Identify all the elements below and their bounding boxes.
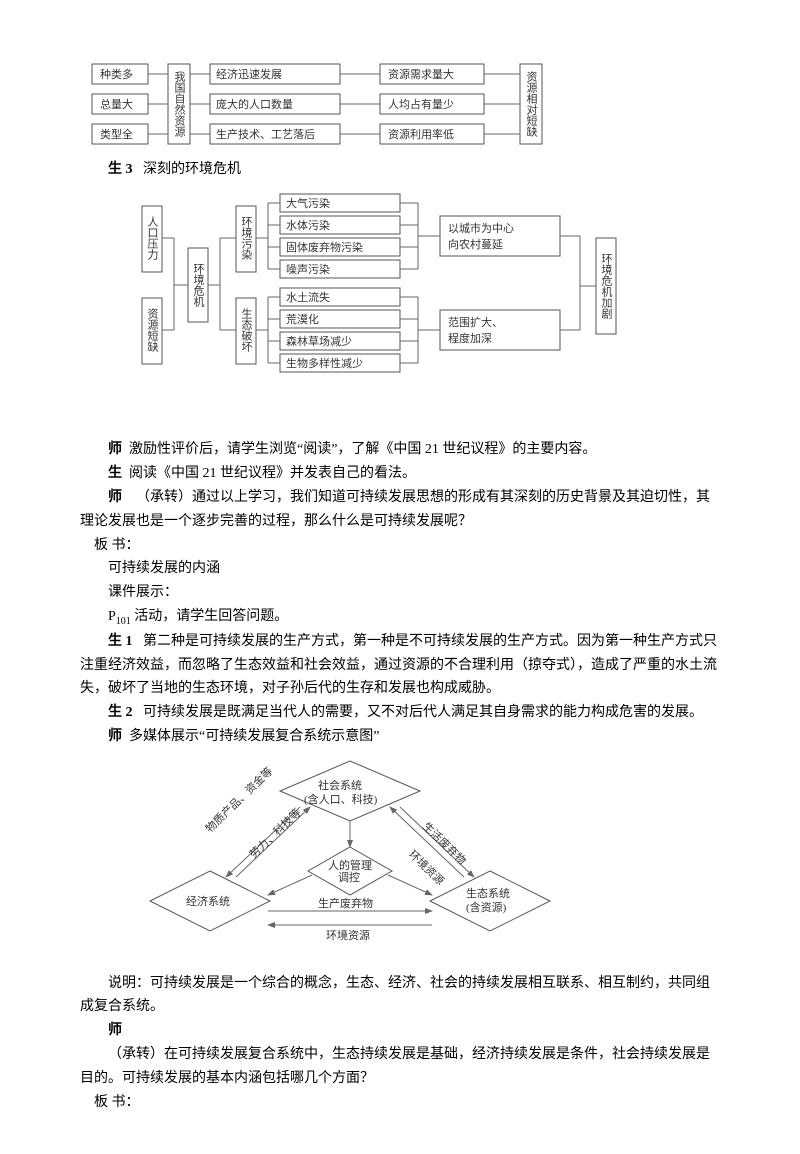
teacher-label2: 师 xyxy=(108,490,122,505)
svg-text:资源短缺: 资源短缺 xyxy=(146,307,159,352)
svg-text:环境资源: 环境资源 xyxy=(406,847,447,888)
svg-text:经济系统: 经济系统 xyxy=(186,894,230,908)
svg-text:固体废弃物污染: 固体废弃物污染 xyxy=(286,240,363,254)
svg-text:水体污染: 水体污染 xyxy=(286,218,330,232)
teacher-mm-text: 多媒体展示“可持续发展复合系统示意图” xyxy=(129,729,379,744)
svg-text:生产废弃物: 生产废弃物 xyxy=(318,896,373,910)
teacher-para1: 师 激励性评价后，请学生浏览“阅读”，了解《中国 21 世纪议程》的主要内容。 xyxy=(80,438,720,462)
teacher-para2: 师 （承转）通过以上学习，我们知道可持续发展思想的形成有其深刻的历史背景及其迫切… xyxy=(80,486,720,534)
p101-line: P101 活动，请学生回答问题。 xyxy=(80,605,720,630)
svg-text:向农村蔓延: 向农村蔓延 xyxy=(448,237,503,251)
svg-text:生态破坏: 生态破坏 xyxy=(240,306,253,351)
teacher2-text: （承转）通过以上学习，我们知道可持续发展思想的形成有其深刻的历史背景及其迫切性，… xyxy=(80,490,710,529)
svg-text:环境资源: 环境资源 xyxy=(326,928,370,942)
teacher-label3: 师 xyxy=(108,729,122,744)
diag1-svg: 种类多 总量大 类型全 我国自然资源 经济迅速发展 庞大的人口数量 生产技术、工… xyxy=(90,60,600,150)
svg-text:环境污染: 环境污染 xyxy=(240,216,253,260)
student1-text: 第二种是可持续发展的生产方式，第一种是不可持续发展的生产方式。因为第一种生产方式… xyxy=(80,634,717,697)
teacher-label: 师 xyxy=(108,442,122,457)
svg-text:生物多样性减少: 生物多样性减少 xyxy=(286,356,363,370)
svg-text:调控: 调控 xyxy=(338,870,360,884)
banzhu-line: 板 书： xyxy=(80,534,720,558)
student1-read-text: 阅读《中国 21 世纪议程》并发表自己的看法。 xyxy=(129,466,416,481)
svg-text:范围扩大、: 范围扩大、 xyxy=(448,315,503,329)
student2-text: 可持续发展是既满足当代人的需要，又不对后代人满足其自身需求的能力构成危害的发展。 xyxy=(143,705,703,720)
student-label: 生 xyxy=(108,466,122,481)
svg-text:(含资源): (含资源) xyxy=(466,900,507,914)
student3-line: 生 3 深刻的环境危机 xyxy=(80,158,720,182)
svg-text:噪声污染: 噪声污染 xyxy=(286,262,330,276)
diag2-svg: 人口压力 资源短缺 环境危机 环境污染 生态破坏 大气污染 水体污染 固体废弃物… xyxy=(140,188,670,398)
student-para1: 生 阅读《中国 21 世纪议程》并发表自己的看法。 xyxy=(80,462,720,486)
svg-text:荒漠化: 荒漠化 xyxy=(286,312,319,326)
svg-text:水土流失: 水土流失 xyxy=(286,290,330,304)
student1-label: 生 1 xyxy=(108,634,133,649)
svg-text:森林草场减少: 森林草场减少 xyxy=(286,334,352,348)
svg-text:以城市为中心: 以城市为中心 xyxy=(448,221,514,235)
kejian-line: 课件展示： xyxy=(80,581,720,605)
svg-text:类型全: 类型全 xyxy=(100,127,133,141)
svg-text:我国自然资源: 我国自然资源 xyxy=(173,71,186,138)
blank-line xyxy=(80,415,720,439)
svg-text:环境危机: 环境危机 xyxy=(192,263,205,307)
student2-para: 生 2 可持续发展是既满足当代人的需要，又不对后代人满足其自身需求的能力构成危害… xyxy=(80,701,720,725)
student3-text: 深刻的环境危机 xyxy=(143,162,241,177)
svg-text:社会系统: 社会系统 xyxy=(318,778,362,792)
student2-label: 生 2 xyxy=(108,705,133,720)
diag3-svg: 社会系统 (含人口、科技) 经济系统 生态系统 (含资源) 人的管理 调控 物质… xyxy=(140,755,560,955)
svg-text:环境危机加剧: 环境危机加剧 xyxy=(600,253,613,320)
svg-text:资源相对短缺: 资源相对短缺 xyxy=(525,71,538,138)
svg-text:资源利用率低: 资源利用率低 xyxy=(388,127,454,141)
svg-text:庞大的人口数量: 庞大的人口数量 xyxy=(216,97,293,111)
student1-para: 生 1 第二种是可持续发展的生产方式，第一种是不可持续发展的生产方式。因为第一种… xyxy=(80,630,720,701)
svg-text:(含人口、科技): (含人口、科技) xyxy=(304,792,378,806)
svg-text:大气污染: 大气污染 xyxy=(286,196,330,210)
svg-text:总量大: 总量大 xyxy=(100,97,133,111)
student3-label: 生 3 xyxy=(108,162,133,177)
sustainable-system-diagram: 社会系统 (含人口、科技) 经济系统 生态系统 (含资源) 人的管理 调控 物质… xyxy=(140,755,720,964)
teacher-mm: 师 多媒体展示“可持续发展复合系统示意图” xyxy=(80,725,720,749)
resource-diagram: 种类多 总量大 类型全 我国自然资源 经济迅速发展 庞大的人口数量 生产技术、工… xyxy=(90,60,720,150)
teacher1-text: 激励性评价后，请学生浏览“阅读”，了解《中国 21 世纪议程》的主要内容。 xyxy=(129,442,596,457)
svg-text:种类多: 种类多 xyxy=(100,67,133,81)
neihan-line: 可持续发展的内涵 xyxy=(80,557,720,581)
svg-text:生态系统: 生态系统 xyxy=(466,886,510,900)
svg-text:人的管理: 人的管理 xyxy=(328,858,372,872)
chengzhuan-para: （承转）在可持续发展复合系统中，生态持续发展是基础，经济持续发展是条件，社会持续… xyxy=(80,1043,720,1091)
svg-text:资源需求量大: 资源需求量大 xyxy=(388,67,454,81)
svg-text:物质产品、资金等: 物质产品、资金等 xyxy=(202,764,275,835)
shuoming-para: 说明：可持续发展是一个综合的概念，生态、经济、社会的持续发展相互联系、相互制约，… xyxy=(80,972,720,1020)
svg-text:经济迅速发展: 经济迅速发展 xyxy=(216,67,282,81)
env-crisis-diagram: 人口压力 资源短缺 环境危机 环境污染 生态破坏 大气污染 水体污染 固体废弃物… xyxy=(140,188,720,407)
svg-text:生产技术、工艺落后: 生产技术、工艺落后 xyxy=(216,127,315,141)
svg-text:人均占有量少: 人均占有量少 xyxy=(388,97,454,111)
svg-text:劳力、科技等: 劳力、科技等 xyxy=(246,805,303,861)
banzhu-line2: 板 书： xyxy=(80,1091,720,1115)
shi-label-line: 师 xyxy=(80,1019,720,1043)
svg-text:人口压力: 人口压力 xyxy=(146,215,159,259)
svg-text:程度加深: 程度加深 xyxy=(448,331,492,345)
